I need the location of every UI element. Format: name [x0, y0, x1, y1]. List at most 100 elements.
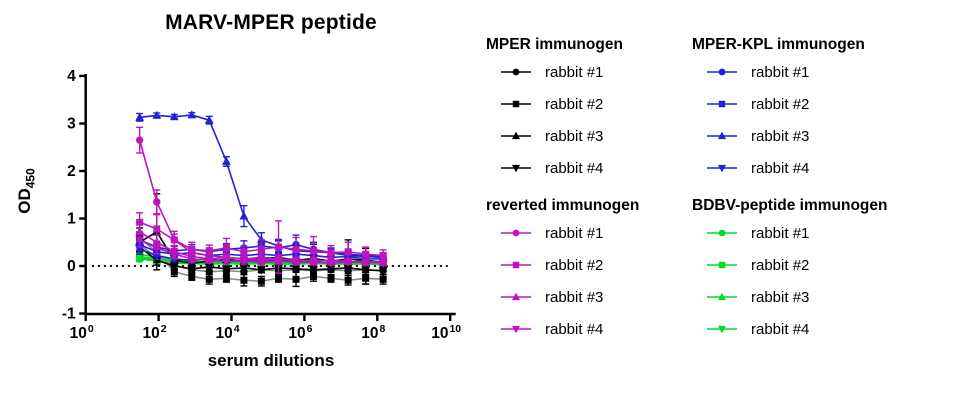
triangle-down-marker-icon [717, 164, 727, 173]
legend-group-title: MPER-KPL immunogen [692, 36, 865, 53]
legend-item-label: rabbit #2 [751, 95, 810, 113]
legend: MPER immunogen rabbit #1 rabbit #2 rabbit #… [478, 36, 973, 345]
square-marker-icon [512, 100, 520, 108]
square-marker-icon [292, 275, 300, 283]
square-marker-icon [379, 252, 387, 260]
square-marker-icon [240, 248, 248, 256]
y-tick-label: 4 [67, 68, 76, 85]
triangle-down-marker-icon [291, 265, 301, 274]
x-tick-label: 106 [288, 323, 312, 342]
legend-group-title: MPER immunogen [486, 36, 623, 53]
triangle-up-marker-icon [511, 131, 521, 140]
circle-marker-icon [707, 229, 737, 237]
y-axis-label-main: OD [15, 188, 34, 214]
legend-item-rabbit-2: rabbit #2 [684, 249, 973, 281]
square-marker-icon [310, 247, 318, 255]
legend-item-label: rabbit #3 [751, 288, 810, 306]
square-marker-icon [501, 261, 531, 269]
triangle-up-marker-icon [169, 112, 179, 121]
triangle-up-marker-icon [511, 292, 521, 301]
legend-item-rabbit-4: rabbit #4 [478, 313, 684, 345]
x-tick-label: 104 [215, 323, 239, 342]
legend-item-rabbit-3: rabbit #3 [684, 120, 973, 152]
triangle-up-marker-icon [707, 131, 737, 140]
circle-marker-icon [501, 229, 531, 237]
triangle-down-marker-icon [511, 164, 521, 173]
legend-item-rabbit-1: rabbit #1 [684, 56, 973, 88]
triangle-up-marker-icon [204, 115, 214, 124]
triangle-up-marker-icon [501, 131, 531, 140]
square-marker-icon [257, 277, 265, 285]
legend-group-reverted: reverted immunogen rabbit #1 rabbit #2 rabb… [478, 197, 684, 345]
square-marker-icon [501, 100, 531, 108]
y-tick-label: 1 [67, 211, 76, 228]
triangle-down-marker-icon [707, 164, 737, 173]
legend-item-label: rabbit #4 [751, 320, 810, 338]
legend-item-label: rabbit #3 [751, 127, 810, 145]
triangle-up-marker-icon [717, 292, 727, 301]
square-marker-icon [512, 261, 520, 269]
legend-item-label: rabbit #3 [545, 288, 604, 306]
x-tick-label: 1010 [431, 323, 461, 342]
triangle-down-marker-icon [361, 258, 371, 267]
triangle-up-marker-icon [187, 110, 197, 119]
triangle-down-marker-icon [239, 257, 249, 266]
legend-item-label: rabbit #4 [545, 159, 604, 177]
triangle-down-marker-icon [204, 256, 214, 265]
series-reverted-immunogen-rabbit4 [135, 232, 388, 268]
legend-item-rabbit-2: rabbit #2 [684, 88, 973, 120]
square-marker-icon [275, 243, 283, 251]
triangle-down-marker-icon [326, 265, 336, 274]
legend-item-label: rabbit #1 [751, 224, 810, 242]
legend-item-rabbit-2: rabbit #2 [478, 88, 684, 120]
square-marker-icon [222, 274, 230, 282]
triangle-down-marker-icon [501, 325, 531, 334]
square-marker-icon [257, 245, 265, 253]
legend-item-label: rabbit #3 [545, 127, 604, 145]
triangle-up-marker-icon [239, 211, 249, 220]
legend-item-rabbit-3: rabbit #3 [684, 281, 973, 313]
legend-item-rabbit-4: rabbit #4 [684, 152, 973, 184]
triangle-down-marker-icon [256, 258, 266, 267]
legend-item-label: rabbit #2 [545, 95, 604, 113]
square-marker-icon [327, 274, 335, 282]
square-marker-icon [153, 225, 161, 233]
legend-item-rabbit-4: rabbit #4 [684, 313, 973, 345]
triangle-up-marker-icon [707, 292, 737, 301]
legend-item-rabbit-3: rabbit #3 [478, 281, 684, 313]
legend-item-rabbit-3: rabbit #3 [478, 120, 684, 152]
square-marker-icon [327, 249, 335, 257]
legend-item-label: rabbit #1 [545, 63, 604, 81]
square-marker-icon [707, 261, 737, 269]
triangle-down-marker-icon [501, 164, 531, 173]
square-marker-icon [222, 244, 230, 252]
circle-marker-icon [512, 229, 520, 237]
triangle-up-marker-icon [717, 131, 727, 140]
triangle-down-marker-icon [361, 266, 371, 275]
legend-item-label: rabbit #4 [751, 159, 810, 177]
square-marker-icon [310, 272, 318, 280]
triangle-down-marker-icon [274, 257, 283, 266]
square-marker-icon [344, 248, 352, 256]
legend-item-label: rabbit #4 [545, 320, 604, 338]
legend-item-label: rabbit #2 [545, 256, 604, 274]
legend-item-rabbit-1: rabbit #1 [684, 217, 973, 249]
x-tick-label: 100 [70, 323, 94, 342]
circle-marker-icon [501, 68, 531, 76]
circle-marker-icon [512, 68, 520, 76]
triangle-down-marker-icon [204, 263, 214, 272]
circle-marker-icon [707, 68, 737, 76]
y-tick-label: 2 [67, 163, 76, 180]
chart-title: MARV-MPER peptide [165, 11, 377, 34]
triangle-down-marker-icon [378, 267, 388, 276]
triangle-down-marker-icon [135, 255, 145, 264]
triangle-down-marker-icon [239, 264, 249, 273]
triangle-down-marker-icon [707, 325, 737, 334]
triangle-up-marker-icon [152, 110, 162, 119]
triangle-down-marker-icon [511, 325, 521, 334]
legend-item-rabbit-1: rabbit #1 [478, 217, 684, 249]
triangle-down-marker-icon [717, 325, 727, 334]
legend-group-mper-kpl: MPER-KPL immunogen rabbit #1 rabbit #2 rabb… [684, 36, 973, 184]
triangle-down-marker-icon [135, 236, 145, 245]
